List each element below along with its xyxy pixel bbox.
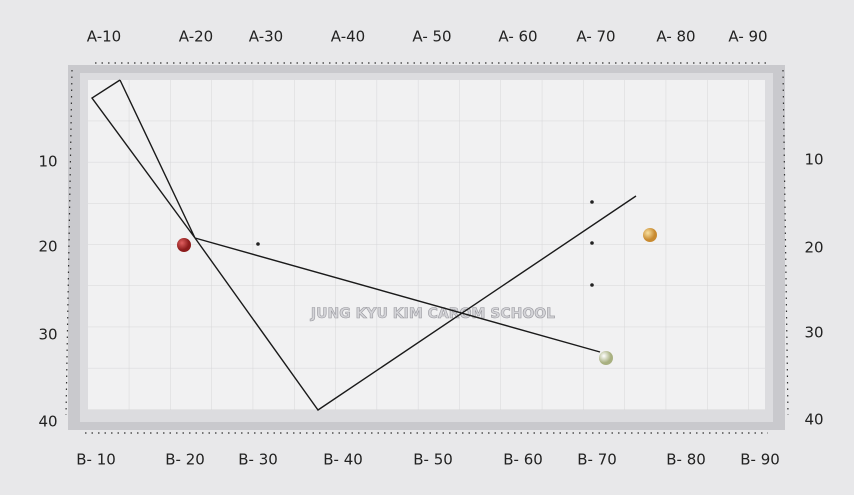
left-label: 20 [38,238,57,256]
bottom-label: B- 30 [238,451,278,469]
top-label: A-10 [87,28,121,46]
right-label: 40 [804,411,823,429]
bottom-label: B- 80 [666,451,706,469]
top-label: A-30 [249,28,283,46]
bottom-label: B- 40 [323,451,363,469]
bottom-label: B- 60 [503,451,543,469]
bottom-label: B- 90 [740,451,780,469]
white-ball [599,351,613,365]
left-label: 40 [38,413,57,431]
right-label: 10 [804,151,823,169]
right-label: 20 [804,239,823,257]
aim-dot [590,241,594,245]
top-label: A- 90 [728,28,767,46]
bottom-label: B- 10 [76,451,116,469]
yellow-ball [643,228,657,242]
bottom-label: B- 50 [413,451,453,469]
left-label: 30 [38,326,57,344]
top-label: A-40 [331,28,365,46]
shot-line [194,195,637,411]
shot-line [194,237,601,353]
aim-dot [590,283,594,287]
left-label: 10 [38,153,57,171]
aim-dot [256,242,260,246]
aim-dot [590,200,594,204]
bottom-label: B- 20 [165,451,205,469]
red-ball [177,238,191,252]
top-label: A- 70 [576,28,615,46]
top-label: A- 80 [656,28,695,46]
top-label: A- 60 [498,28,537,46]
shot-line [90,79,196,239]
top-label: A-20 [179,28,213,46]
watermark: JUNG KYU KIM CAROM SCHOOL [310,306,555,322]
top-label: A- 50 [412,28,451,46]
right-label: 30 [804,324,823,342]
bottom-label: B- 70 [577,451,617,469]
